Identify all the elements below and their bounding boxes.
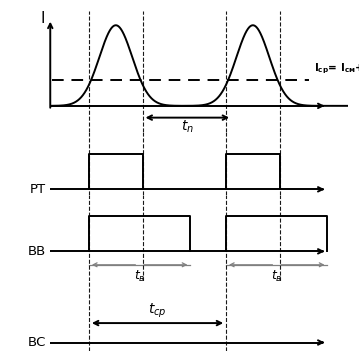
Text: $t_{в}$: $t_{в}$	[271, 269, 283, 284]
Text: $t_n$: $t_n$	[181, 119, 194, 135]
Text: $t_{в}$: $t_{в}$	[134, 269, 145, 284]
Text: $t_{ср}$: $t_{ср}$	[148, 302, 167, 320]
Text: ВС: ВС	[27, 336, 46, 349]
Text: РΤ: РΤ	[30, 183, 46, 196]
Text: ВВ: ВВ	[28, 245, 46, 258]
Text: I: I	[41, 11, 45, 26]
Text: $\mathbf{I_{cp}}$= $\mathbf{I_{cм}}$+ $\mathbf{I_{рц}}$: $\mathbf{I_{cp}}$= $\mathbf{I_{cм}}$+ $\…	[314, 61, 359, 76]
